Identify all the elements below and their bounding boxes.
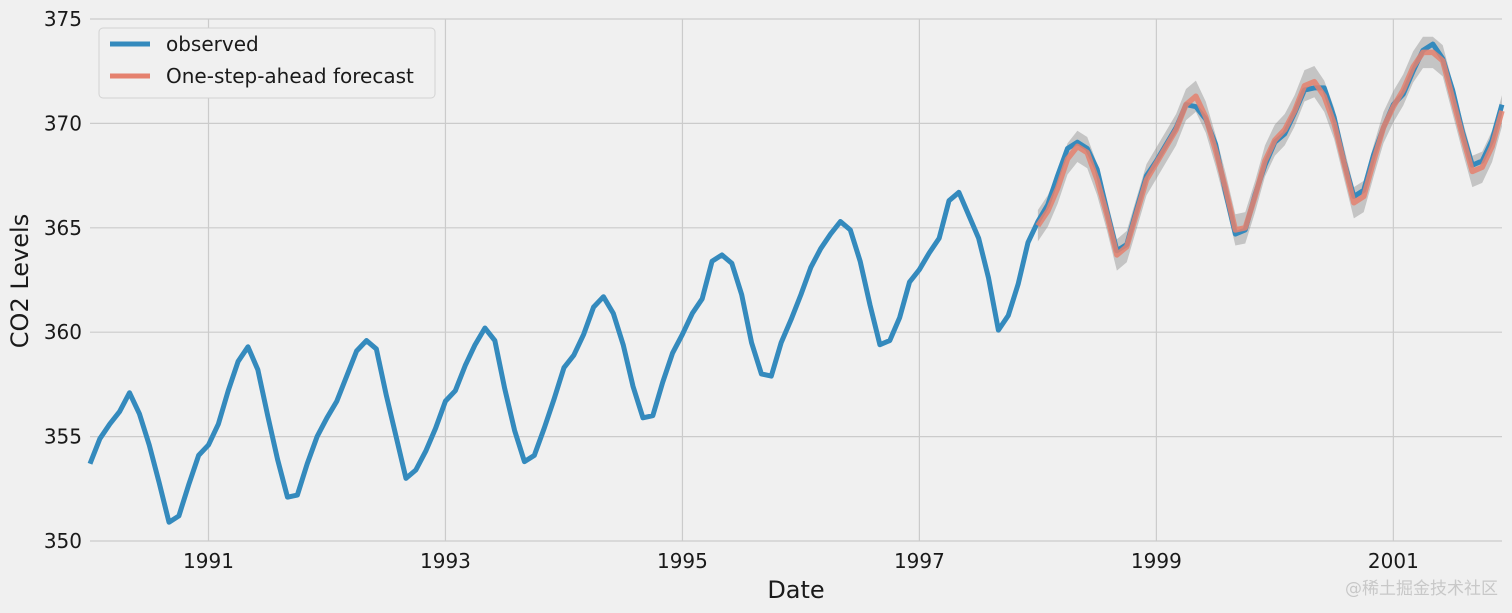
series-lines — [87, 41, 1505, 525]
series-line-forecast — [1035, 49, 1505, 258]
x-tick-label: 2001 — [1368, 549, 1419, 573]
plot-background — [90, 19, 1502, 541]
y-axis-label: CO2 Levels — [6, 214, 34, 348]
y-tick-label: 350 — [44, 529, 82, 553]
grid-lines — [90, 18, 1502, 542]
legend: observed One-step-ahead forecast — [98, 27, 436, 99]
y-tick-label: 370 — [44, 111, 82, 135]
legend-label-forecast: One-step-ahead forecast — [166, 64, 414, 88]
y-tick-label: 365 — [44, 216, 82, 240]
x-tick-label: 1991 — [183, 549, 234, 573]
y-tick-label: 375 — [44, 7, 82, 31]
legend-box — [98, 27, 436, 99]
x-tick-label: 1999 — [1131, 549, 1182, 573]
y-tick-label: 355 — [44, 425, 82, 449]
x-tick-label: 1995 — [657, 549, 708, 573]
x-tick-label: 1993 — [420, 549, 471, 573]
y-tick-label: 360 — [44, 320, 82, 344]
tick-labels: 350 355 360 365 370 375 1991 1993 1995 1997 1999 20… — [44, 7, 1419, 573]
x-axis-label: Date — [767, 576, 824, 604]
legend-label-observed: observed — [166, 32, 259, 56]
x-tick-label: 1997 — [894, 549, 945, 573]
watermark-text: @稀土掘金技术社区 — [1345, 579, 1498, 599]
